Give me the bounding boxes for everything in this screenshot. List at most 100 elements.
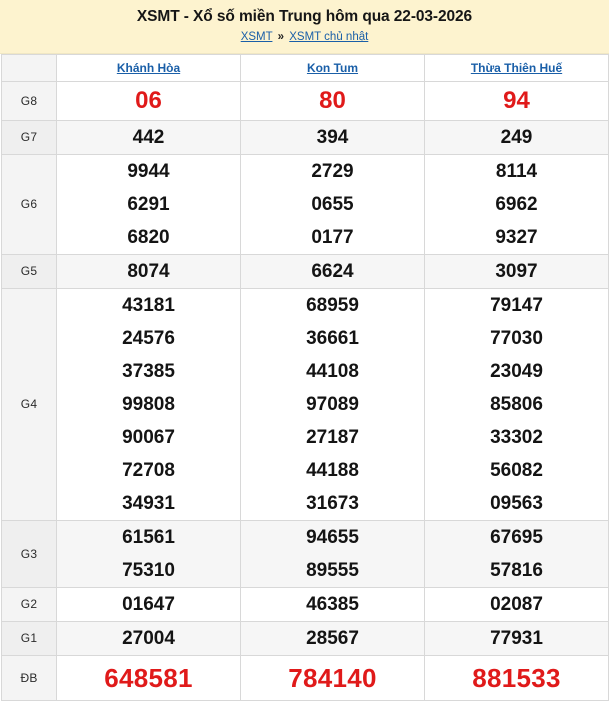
result-cell: 80 — [240, 80, 425, 121]
result-number: 77030 — [490, 327, 543, 349]
province-link-2[interactable]: Thừa Thiên Huế — [470, 60, 563, 75]
prize-label-g8: G8 — [1, 80, 57, 121]
result-cell: 784140 — [240, 654, 425, 701]
page-header: XSMT - Xổ số miền Trung hôm qua 22-03-20… — [0, 0, 609, 54]
result-cell: 02087 — [424, 586, 609, 622]
result-number: 33302 — [490, 426, 543, 448]
table-row: G2 01647 46385 02087 — [1, 586, 609, 622]
result-cell: 94655 89555 — [240, 519, 425, 588]
result-number: 648581 — [104, 662, 193, 693]
result-number: 44188 — [306, 459, 359, 481]
result-number: 67695 — [490, 526, 543, 548]
result-number: 784140 — [288, 662, 377, 693]
result-number: 9327 — [495, 226, 538, 248]
column-header-province-0[interactable]: Khánh Hòa — [56, 53, 241, 82]
province-link-0[interactable]: Khánh Hòa — [116, 60, 181, 75]
breadcrumb-link-current[interactable]: XSMT chủ nhật — [289, 31, 369, 44]
result-number: 89555 — [306, 559, 359, 581]
result-number: 90067 — [122, 426, 175, 448]
prize-label-g5: G5 — [1, 253, 57, 289]
result-cell: 8074 — [56, 253, 241, 289]
prize-label-g7: G7 — [1, 119, 57, 155]
result-cell: 94 — [424, 80, 609, 121]
result-number: 06 — [135, 86, 162, 114]
result-cell: 67695 57816 — [424, 519, 609, 588]
result-cell: 01647 — [56, 586, 241, 622]
result-cell: 249 — [424, 119, 609, 155]
result-number: 80 — [319, 86, 346, 114]
result-cell: 648581 — [56, 654, 241, 701]
page-title: XSMT - Xổ số miền Trung hôm qua 22-03-20… — [136, 8, 473, 25]
result-number: 61561 — [122, 526, 175, 548]
result-number: 68959 — [306, 294, 359, 316]
table-row: ĐB 648581 784140 881533 — [1, 654, 609, 701]
result-number: 34931 — [122, 492, 175, 514]
column-header-province-2[interactable]: Thừa Thiên Huế — [424, 53, 609, 82]
table-row: G7 442 394 249 — [1, 119, 609, 155]
result-number: 01647 — [122, 593, 175, 615]
result-number: 36661 — [306, 327, 359, 349]
result-number: 442 — [132, 126, 165, 148]
prize-label-g2: G2 — [1, 586, 57, 622]
result-number: 27004 — [122, 627, 175, 649]
result-number: 37385 — [122, 360, 175, 382]
breadcrumb-separator: » — [277, 31, 285, 44]
result-cell: 2729 0655 0177 — [240, 153, 425, 255]
result-number: 31673 — [306, 492, 359, 514]
result-number: 6624 — [311, 260, 354, 282]
lottery-results-table: Khánh Hòa Kon Tum Thừa Thiên Huế G8 06 80 9… — [1, 53, 609, 701]
result-number: 72708 — [122, 459, 175, 481]
result-cell: 442 — [56, 119, 241, 155]
column-header-province-1[interactable]: Kon Tum — [240, 53, 425, 82]
result-number: 94 — [503, 86, 530, 114]
prize-label-g4: G4 — [1, 287, 57, 521]
table-corner-cell — [1, 53, 57, 82]
result-cell: 77931 — [424, 620, 609, 656]
province-link-1[interactable]: Kon Tum — [306, 60, 359, 75]
result-number: 6962 — [495, 193, 538, 215]
table-row: G4 43181 24576 37385 99808 90067 72708 34931 689… — [1, 287, 609, 521]
result-number: 27187 — [306, 426, 359, 448]
prize-label-g1: G1 — [1, 620, 57, 656]
result-cell: 68959 36661 44108 97089 27187 44188 31673 — [240, 287, 425, 521]
result-number: 9944 — [127, 160, 170, 182]
table-row: G8 06 80 94 — [1, 80, 609, 121]
result-number: 97089 — [306, 393, 359, 415]
prize-label-g6: G6 — [1, 153, 57, 255]
result-cell: 43181 24576 37385 99808 90067 72708 34931 — [56, 287, 241, 521]
table-row: G5 8074 6624 3097 — [1, 253, 609, 289]
result-cell: 9944 6291 6820 — [56, 153, 241, 255]
result-cell: 8114 6962 9327 — [424, 153, 609, 255]
result-number: 0177 — [311, 226, 354, 248]
table-header: Khánh Hòa Kon Tum Thừa Thiên Huế — [1, 53, 609, 82]
result-number: 8074 — [127, 260, 170, 282]
table-body: G8 06 80 94 G7 442 394 249 G6 9944 6291 6820 2729 065… — [1, 80, 609, 701]
result-number: 24576 — [122, 327, 175, 349]
prize-label-db: ĐB — [1, 654, 57, 701]
result-number: 3097 — [495, 260, 538, 282]
breadcrumb: XSMT » XSMT chủ nhật — [0, 30, 609, 44]
result-number: 09563 — [490, 492, 543, 514]
result-number: 0655 — [311, 193, 354, 215]
result-cell: 27004 — [56, 620, 241, 656]
table-row: G1 27004 28567 77931 — [1, 620, 609, 656]
result-number: 77931 — [490, 627, 543, 649]
result-number: 75310 — [122, 559, 175, 581]
result-number: 6291 — [127, 193, 170, 215]
result-number: 79147 — [490, 294, 543, 316]
breadcrumb-link-root[interactable]: XSMT — [240, 31, 273, 44]
result-cell: 28567 — [240, 620, 425, 656]
result-cell: 79147 77030 23049 85806 33302 56082 09563 — [424, 287, 609, 521]
table-row: G3 61561 75310 94655 89555 67695 57816 — [1, 519, 609, 588]
result-number: 44108 — [306, 360, 359, 382]
result-number: 394 — [316, 126, 349, 148]
result-number: 6820 — [127, 226, 170, 248]
result-cell: 3097 — [424, 253, 609, 289]
result-number: 85806 — [490, 393, 543, 415]
result-cell: 06 — [56, 80, 241, 121]
result-number: 249 — [500, 126, 533, 148]
prize-label-g3: G3 — [1, 519, 57, 588]
table-row: G6 9944 6291 6820 2729 0655 0177 8114 6962 9327 — [1, 153, 609, 255]
result-number: 99808 — [122, 393, 175, 415]
result-number: 2729 — [311, 160, 354, 182]
